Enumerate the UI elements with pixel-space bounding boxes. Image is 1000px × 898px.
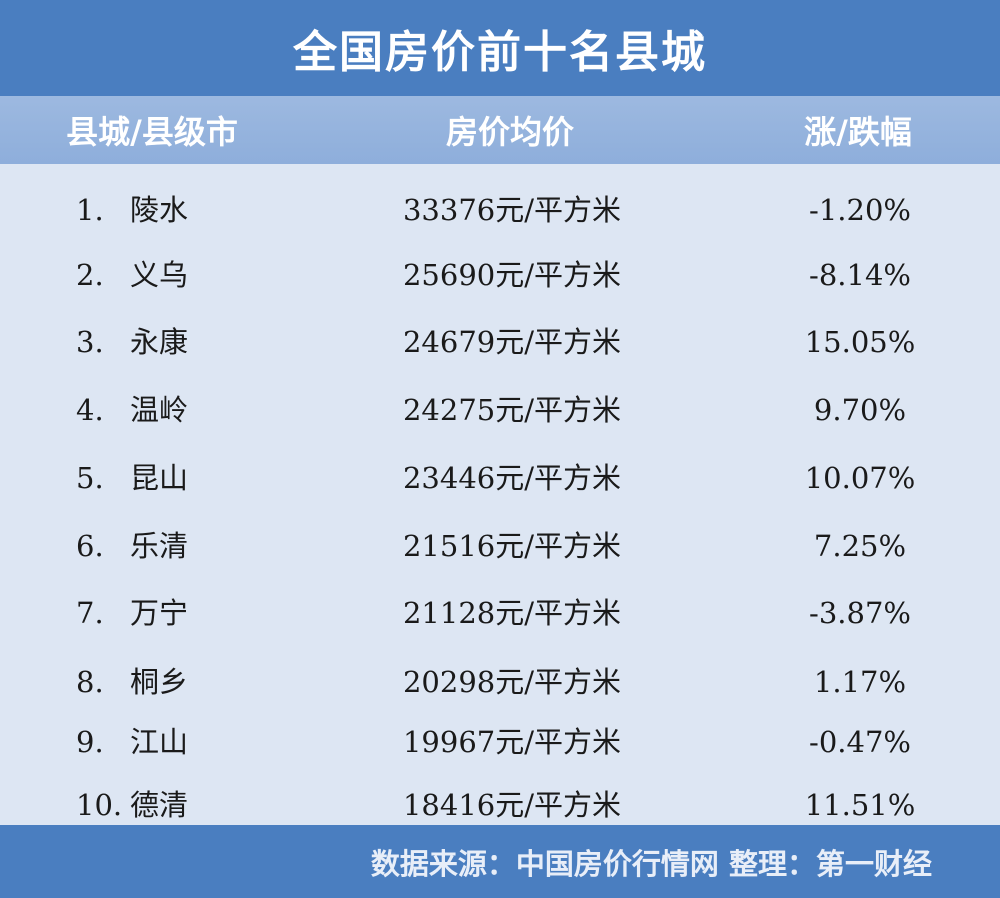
rank-cell: 5. bbox=[76, 461, 104, 495]
table-row: 4. 温岭 24275元/平方米 9.70% bbox=[0, 390, 1000, 430]
column-header-price: 房价均价 bbox=[445, 113, 575, 151]
county-cell: 德清 bbox=[130, 788, 189, 822]
change-cell: 11.51% bbox=[804, 788, 916, 822]
table-row: 6. 乐清 21516元/平方米 7.25% bbox=[0, 526, 1000, 566]
table-row: 9. 江山 19967元/平方米 -0.47% bbox=[0, 722, 1000, 762]
county-cell: 陵水 bbox=[130, 193, 189, 227]
column-header-change: 涨/跌幅 bbox=[804, 113, 912, 151]
rank-cell: 3. bbox=[76, 325, 104, 359]
table-row: 1. 陵水 33376元/平方米 -1.20% bbox=[0, 190, 1000, 230]
rank-cell: 4. bbox=[76, 393, 104, 427]
change-cell: 10.07% bbox=[804, 461, 916, 495]
price-cell: 24275元/平方米 bbox=[402, 393, 622, 427]
county-cell: 昆山 bbox=[130, 461, 189, 495]
county-cell: 江山 bbox=[130, 725, 189, 759]
county-cell: 乐清 bbox=[130, 529, 189, 563]
rank-cell: 7. bbox=[76, 596, 104, 630]
change-cell: 7.25% bbox=[813, 529, 907, 563]
county-cell: 义乌 bbox=[130, 258, 189, 292]
footer-bar: 数据来源：中国房价行情网 整理：第一财经 bbox=[0, 825, 1000, 898]
price-cell: 20298元/平方米 bbox=[402, 665, 622, 699]
price-cell: 25690元/平方米 bbox=[402, 258, 622, 292]
rank-cell: 10. bbox=[76, 788, 123, 822]
table-title: 全国房价前十名县城 bbox=[293, 27, 707, 78]
table-row: 2. 义乌 25690元/平方米 -8.14% bbox=[0, 255, 1000, 295]
price-cell: 18416元/平方米 bbox=[402, 788, 622, 822]
rank-cell: 1. bbox=[76, 193, 104, 227]
rank-cell: 8. bbox=[76, 665, 104, 699]
table-row: 10. 德清 18416元/平方米 11.51% bbox=[0, 785, 1000, 825]
change-cell: -3.87% bbox=[809, 596, 911, 630]
rank-cell: 9. bbox=[76, 725, 104, 759]
rank-cell: 2. bbox=[76, 258, 104, 292]
price-cell: 24679元/平方米 bbox=[402, 325, 622, 359]
price-cell: 21128元/平方米 bbox=[402, 596, 622, 630]
county-cell: 万宁 bbox=[130, 596, 189, 630]
change-cell: 9.70% bbox=[813, 393, 907, 427]
county-cell: 桐乡 bbox=[130, 665, 189, 699]
change-cell: -8.14% bbox=[809, 258, 911, 292]
price-cell: 33376元/平方米 bbox=[402, 193, 622, 227]
county-cell: 永康 bbox=[130, 325, 189, 359]
change-cell: -0.47% bbox=[809, 725, 911, 759]
source-note: 数据来源：中国房价行情网 整理：第一财经 bbox=[370, 846, 932, 881]
table-body: 1. 陵水 33376元/平方米 -1.20% 2. 义乌 25690元/平方米 -8.14%… bbox=[0, 164, 1000, 825]
price-cell: 19967元/平方米 bbox=[402, 725, 622, 759]
price-cell: 21516元/平方米 bbox=[402, 529, 622, 563]
price-cell: 23446元/平方米 bbox=[402, 461, 622, 495]
rank-cell: 6. bbox=[76, 529, 104, 563]
column-header-county: 县城/县级市 bbox=[66, 113, 238, 151]
column-header-row: 县城/县级市 房价均价 涨/跌幅 bbox=[0, 96, 1000, 164]
table-row: 8. 桐乡 20298元/平方米 1.17% bbox=[0, 662, 1000, 702]
change-cell: -1.20% bbox=[809, 193, 911, 227]
change-cell: 15.05% bbox=[804, 325, 916, 359]
change-cell: 1.17% bbox=[813, 665, 907, 699]
table-row: 7. 万宁 21128元/平方米 -3.87% bbox=[0, 593, 1000, 633]
table-row: 3. 永康 24679元/平方米 15.05% bbox=[0, 322, 1000, 362]
county-cell: 温岭 bbox=[130, 393, 189, 427]
table-row: 5. 昆山 23446元/平方米 10.07% bbox=[0, 458, 1000, 498]
title-bar: 全国房价前十名县城 bbox=[0, 0, 1000, 96]
